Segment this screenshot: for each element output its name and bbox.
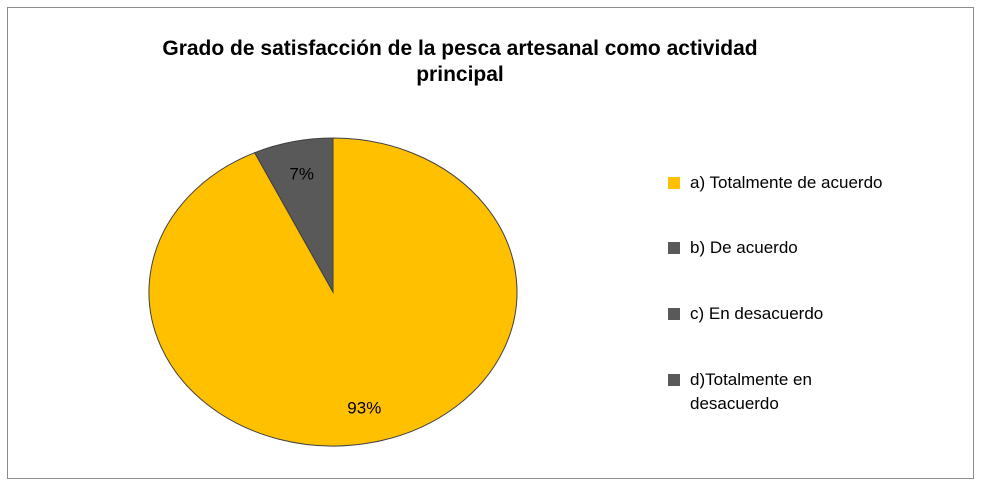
legend-swatch xyxy=(668,177,680,189)
legend-swatch xyxy=(668,374,680,386)
data-label: 7% xyxy=(289,164,314,183)
pie-slice xyxy=(253,137,334,294)
legend-label: c) En desacuerdo xyxy=(690,304,824,323)
data-label: 93% xyxy=(347,399,381,418)
legend-item: a) Totalmente de acuerdo xyxy=(668,171,958,195)
legend-label: a) Totalmente de acuerdo xyxy=(690,173,883,192)
legend-swatch xyxy=(668,242,680,254)
legend-item: d)Totalmente en desacuerdo xyxy=(668,368,868,416)
legend-item: c) En desacuerdo xyxy=(668,302,958,326)
chart-title: Grado de satisfacción de la pesca artesa… xyxy=(162,37,758,86)
legend-label: b) De acuerdo xyxy=(690,238,798,257)
chart-frame xyxy=(7,7,974,479)
legend-label: d)Totalmente en desacuerdo xyxy=(690,370,812,413)
legend-item: b) De acuerdo xyxy=(668,236,958,260)
legend-swatch xyxy=(668,308,680,320)
